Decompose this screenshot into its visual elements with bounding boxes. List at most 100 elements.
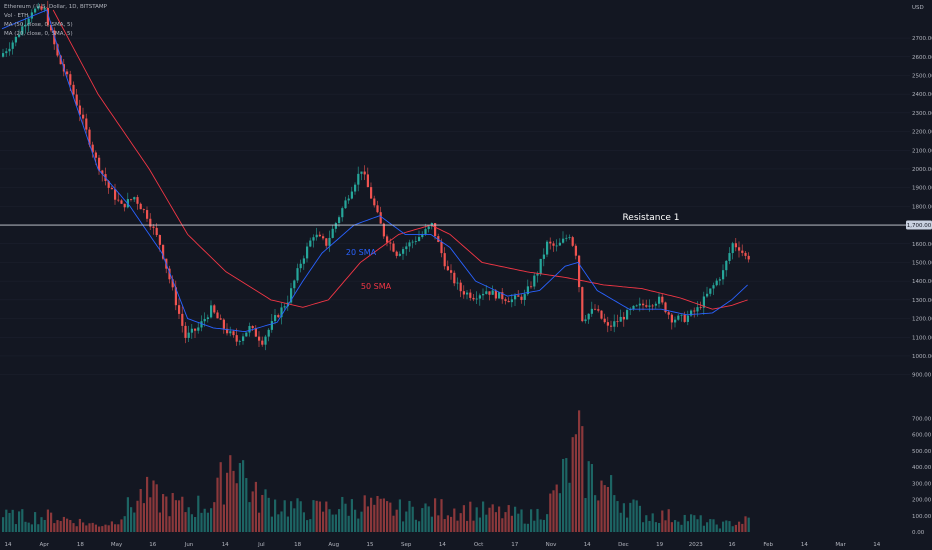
volume-bar bbox=[213, 502, 216, 532]
candle-body bbox=[206, 317, 209, 319]
candle-body bbox=[651, 305, 654, 307]
volume-bar bbox=[347, 515, 350, 532]
candle-body bbox=[494, 290, 497, 299]
volume-bar bbox=[360, 511, 363, 532]
volume-bar bbox=[594, 495, 597, 532]
indicator-ma50[interactable]: MA (50, close, 0, SMA, 5) bbox=[4, 22, 73, 28]
candle bbox=[190, 323, 193, 339]
candle bbox=[680, 314, 683, 322]
volume-bar bbox=[530, 509, 533, 532]
volume-bar bbox=[645, 515, 648, 532]
volume-bar bbox=[379, 498, 382, 532]
volume-bar bbox=[357, 518, 360, 532]
candle bbox=[491, 285, 494, 295]
volume-bar bbox=[277, 514, 280, 532]
candle bbox=[14, 36, 17, 47]
candle-body bbox=[14, 36, 17, 43]
volume-bar bbox=[472, 520, 475, 532]
candle-body bbox=[142, 209, 145, 211]
candle-body bbox=[30, 12, 33, 19]
symbol-line[interactable]: Ethereum / U.S. Dollar, 1D, BITSTAMP bbox=[4, 4, 107, 10]
candle-body bbox=[574, 245, 577, 256]
candle-body bbox=[373, 198, 376, 206]
time-tick-label: Nov bbox=[546, 542, 557, 548]
volume-bar bbox=[424, 503, 427, 532]
volume-bar bbox=[664, 520, 667, 532]
volume-bar bbox=[62, 516, 65, 532]
candle bbox=[523, 289, 526, 306]
candle bbox=[734, 237, 737, 252]
volume-bar bbox=[568, 482, 571, 532]
candle bbox=[648, 299, 651, 312]
candle-body bbox=[302, 258, 305, 264]
price-tick-label: 2600.00 bbox=[912, 55, 932, 61]
candle bbox=[366, 167, 369, 188]
candle-body bbox=[334, 223, 337, 229]
candle-body bbox=[53, 30, 56, 45]
volume-bar bbox=[24, 521, 27, 532]
candle bbox=[242, 333, 245, 345]
time-tick-label: Feb bbox=[763, 542, 773, 548]
candle-body bbox=[245, 332, 248, 337]
candle-body bbox=[280, 307, 283, 318]
time-tick-label: May bbox=[111, 542, 123, 548]
candle bbox=[101, 169, 104, 182]
volume-bar bbox=[734, 524, 737, 532]
candle-body bbox=[18, 34, 21, 37]
candle bbox=[626, 308, 629, 320]
volume-bar bbox=[558, 493, 561, 532]
candle-body bbox=[344, 200, 347, 209]
candle bbox=[658, 292, 661, 308]
candle-body bbox=[155, 227, 158, 236]
volume-bar bbox=[264, 489, 267, 532]
candle-body bbox=[251, 326, 254, 329]
candle-body bbox=[485, 291, 488, 294]
time-axis[interactable]: 14 Apr 18 May 16 Jun 14 Jul 18 Aug 15 Sep 14 Oct 17 Nov… bbox=[5, 542, 881, 548]
candle-body bbox=[632, 305, 635, 310]
candle-body bbox=[341, 208, 344, 218]
candle-body bbox=[8, 48, 11, 52]
candle-body bbox=[75, 94, 78, 106]
indicator-volume[interactable]: Vol · ETH bbox=[4, 13, 29, 19]
candle-body bbox=[110, 187, 113, 190]
candle bbox=[715, 278, 718, 287]
candle bbox=[597, 305, 600, 313]
candle bbox=[254, 325, 257, 337]
volume-bar bbox=[296, 498, 299, 532]
candle bbox=[565, 234, 568, 242]
candle-body bbox=[514, 295, 517, 300]
candle bbox=[712, 282, 715, 295]
indicator-ma20[interactable]: MA (20, close, 0, SMA, 5) bbox=[4, 31, 73, 37]
price-tick-label: 1900.00 bbox=[912, 186, 932, 192]
volume-bar bbox=[146, 476, 149, 532]
volume-bar bbox=[440, 499, 443, 532]
volume-bar bbox=[286, 516, 289, 532]
volume-bar bbox=[414, 519, 417, 532]
candle bbox=[741, 244, 744, 257]
candle bbox=[235, 328, 238, 346]
candle bbox=[379, 206, 382, 224]
candle bbox=[309, 237, 312, 248]
candle-body bbox=[363, 171, 366, 175]
candle-body bbox=[738, 247, 741, 251]
volume-bar bbox=[158, 512, 161, 532]
candle-body bbox=[376, 205, 379, 213]
candle-body bbox=[440, 241, 443, 254]
volume-bar bbox=[709, 519, 712, 532]
volume-bar bbox=[325, 501, 328, 532]
volume-bar bbox=[302, 512, 305, 532]
candle bbox=[613, 314, 616, 333]
candle bbox=[462, 285, 465, 299]
candle bbox=[629, 307, 632, 316]
volume-bar bbox=[603, 485, 606, 532]
candle bbox=[37, 2, 40, 11]
candle-body bbox=[146, 210, 149, 219]
volume-bar bbox=[75, 526, 78, 532]
candle bbox=[686, 310, 689, 326]
candle-body bbox=[571, 237, 574, 246]
candle-body bbox=[402, 249, 405, 254]
candle bbox=[11, 40, 14, 55]
volume-bar bbox=[315, 500, 318, 532]
candle-body bbox=[91, 144, 94, 153]
